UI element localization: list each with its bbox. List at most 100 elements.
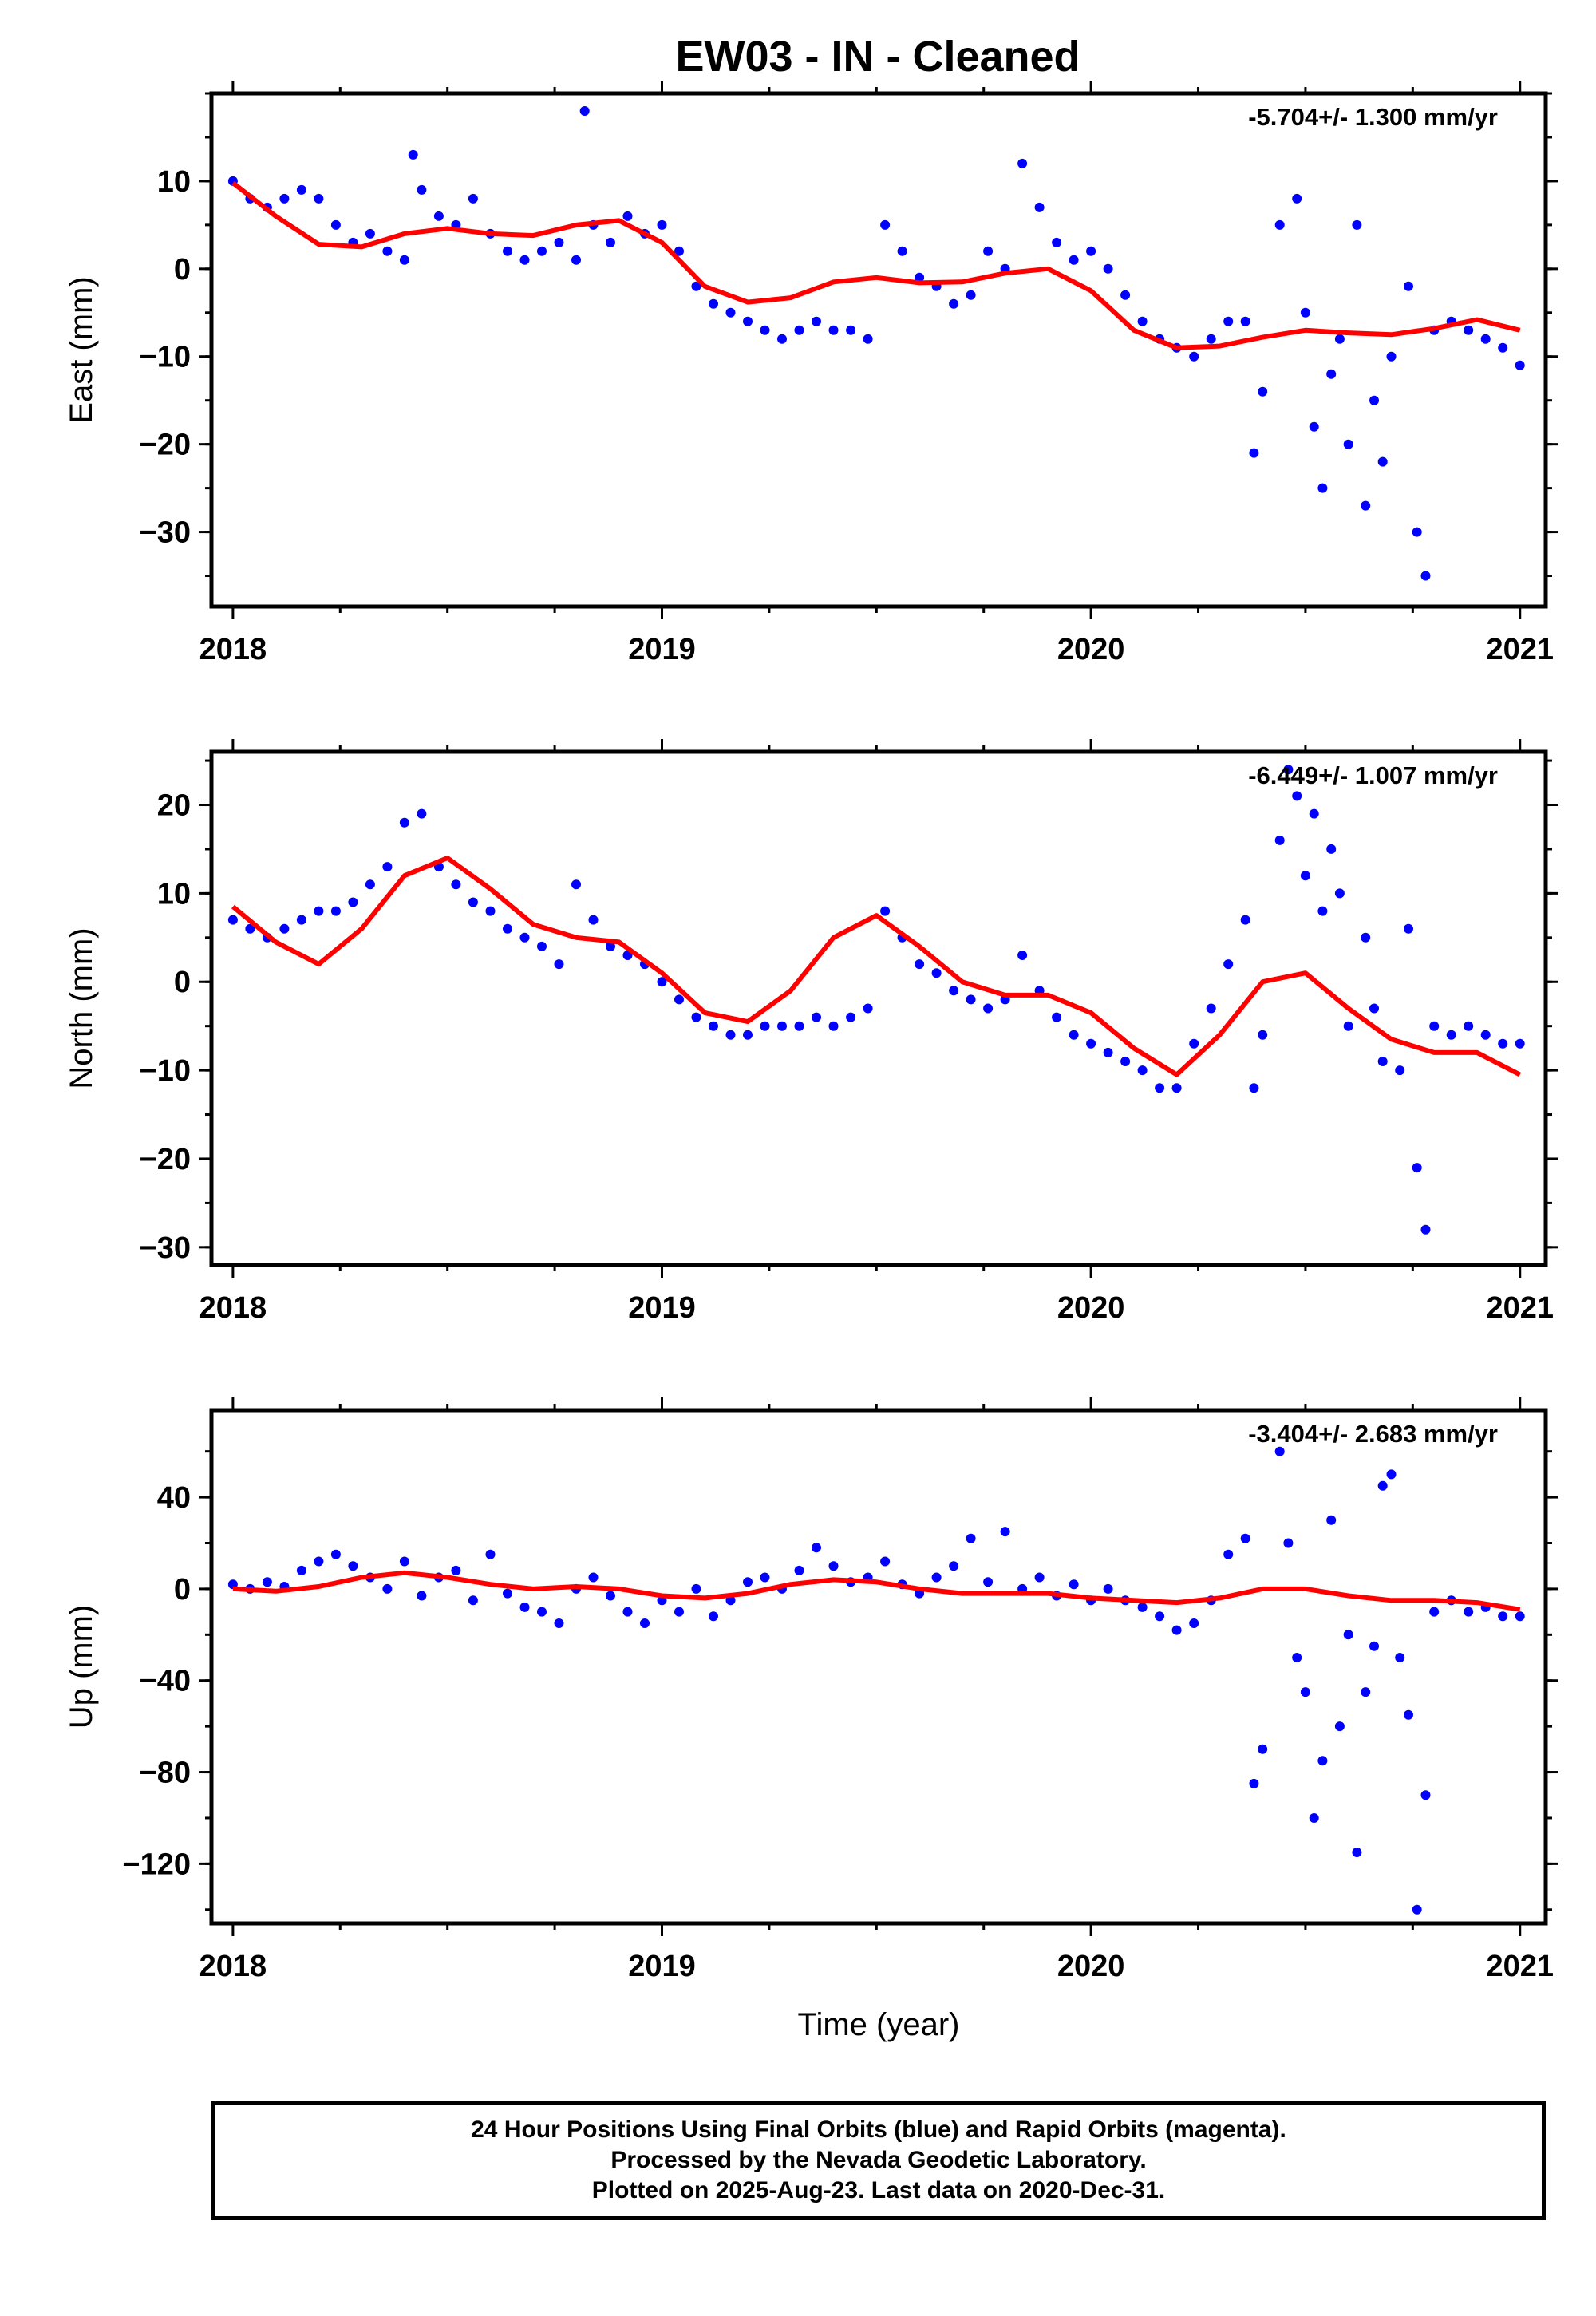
y-tick-label: −120 bbox=[122, 1848, 191, 1881]
data-point bbox=[1274, 1446, 1285, 1456]
data-point bbox=[1258, 386, 1268, 397]
data-point bbox=[743, 316, 753, 326]
x-axis-label: Time (year) bbox=[798, 2007, 960, 2042]
data-point bbox=[606, 237, 615, 247]
data-point bbox=[1334, 334, 1345, 344]
data-point bbox=[1017, 951, 1028, 960]
data-point bbox=[1377, 456, 1388, 467]
data-point bbox=[812, 1012, 821, 1022]
x-tick-label: 2020 bbox=[1057, 1291, 1125, 1325]
data-point bbox=[554, 1618, 564, 1628]
data-point bbox=[1137, 1602, 1148, 1612]
data-point bbox=[1309, 808, 1319, 819]
data-point bbox=[1292, 791, 1302, 801]
data-point bbox=[1369, 1641, 1379, 1651]
data-point bbox=[571, 879, 581, 890]
data-point bbox=[1352, 219, 1362, 230]
data-point bbox=[760, 1021, 770, 1031]
data-point bbox=[1309, 1813, 1319, 1823]
data-point bbox=[709, 1611, 718, 1622]
data-point bbox=[674, 246, 684, 256]
data-point bbox=[897, 246, 907, 256]
data-point bbox=[949, 298, 959, 309]
data-point bbox=[365, 228, 375, 239]
data-point bbox=[1326, 369, 1337, 379]
data-point bbox=[1369, 395, 1379, 405]
data-point bbox=[1240, 1533, 1250, 1543]
data-point bbox=[1361, 500, 1371, 511]
data-point bbox=[296, 1565, 306, 1575]
data-point bbox=[691, 1012, 701, 1022]
y-tick-label: −80 bbox=[140, 1757, 191, 1790]
data-point bbox=[1343, 1630, 1353, 1640]
data-point bbox=[1404, 1709, 1413, 1720]
data-point bbox=[1103, 1583, 1113, 1594]
plot-frame bbox=[209, 749, 1548, 1267]
up-panel: 2018 2019 2020 2021 −120 −80 −40 0 40 Up (mm) -3.4… bbox=[64, 1397, 1558, 2042]
data-point bbox=[279, 923, 290, 934]
y-axis-label: North (mm) bbox=[64, 927, 99, 1089]
data-point bbox=[1103, 263, 1113, 274]
data-point bbox=[1326, 844, 1337, 854]
data-point bbox=[1386, 351, 1396, 362]
data-point bbox=[537, 941, 547, 951]
x-tick-label: 2019 bbox=[628, 633, 696, 666]
data-point bbox=[330, 1549, 341, 1559]
footer-box: 24 Hour Positions Using Final Orbits (bl… bbox=[211, 2101, 1546, 2220]
data-point bbox=[777, 1021, 787, 1031]
data-point bbox=[709, 298, 718, 309]
data-point bbox=[519, 255, 530, 265]
rate-annotation: -6.449+/- 1.007 mm/yr bbox=[1248, 761, 1498, 789]
data-point bbox=[227, 915, 238, 925]
data-point bbox=[1034, 202, 1045, 212]
y-tick-label: −30 bbox=[140, 1231, 191, 1265]
data-point bbox=[519, 932, 530, 943]
data-point bbox=[1317, 483, 1328, 493]
data-point bbox=[657, 219, 667, 230]
data-point bbox=[1412, 1904, 1422, 1915]
data-point bbox=[1292, 193, 1302, 204]
data-point bbox=[1420, 1790, 1431, 1800]
data-point bbox=[1361, 932, 1371, 943]
y-axis-label: East (mm) bbox=[64, 276, 99, 423]
data-point bbox=[880, 219, 891, 230]
data-point bbox=[1249, 448, 1259, 458]
data-point bbox=[1069, 1579, 1079, 1590]
data-point bbox=[1343, 1021, 1353, 1031]
x-tick-label: 2020 bbox=[1057, 1950, 1125, 1983]
data-point bbox=[365, 879, 375, 890]
data-point bbox=[1309, 421, 1319, 432]
data-point bbox=[519, 1602, 530, 1612]
data-point bbox=[1137, 316, 1148, 326]
x-tick-label: 2021 bbox=[1486, 633, 1554, 666]
data-point bbox=[314, 193, 324, 204]
data-point bbox=[1429, 1021, 1440, 1031]
data-point bbox=[846, 325, 856, 335]
data-point bbox=[657, 977, 667, 987]
data-point bbox=[760, 1572, 770, 1583]
data-point bbox=[1334, 888, 1345, 899]
data-point bbox=[503, 923, 512, 934]
data-point bbox=[1283, 1538, 1294, 1548]
data-point bbox=[279, 193, 290, 204]
data-point bbox=[1498, 342, 1508, 353]
data-point bbox=[1420, 1224, 1431, 1235]
data-point bbox=[725, 307, 736, 318]
data-point bbox=[1189, 1618, 1199, 1628]
data-point bbox=[828, 325, 839, 335]
x-tick-label: 2018 bbox=[200, 1291, 267, 1325]
data-point bbox=[1300, 1687, 1310, 1697]
data-point bbox=[1395, 1065, 1405, 1076]
data-point bbox=[846, 1012, 856, 1022]
x-tick-label: 2018 bbox=[200, 633, 267, 666]
data-point bbox=[1386, 1469, 1396, 1480]
page-title: EW03 - IN - Cleaned bbox=[675, 33, 1080, 81]
data-point bbox=[485, 1549, 496, 1559]
data-point bbox=[1515, 1038, 1525, 1049]
data-point bbox=[743, 1030, 753, 1040]
y-tick-label: −40 bbox=[140, 1665, 191, 1698]
y-tick-label: −20 bbox=[140, 1143, 191, 1176]
data-point bbox=[1480, 1030, 1491, 1040]
data-point bbox=[915, 272, 925, 283]
x-tick-label: 2020 bbox=[1057, 633, 1125, 666]
